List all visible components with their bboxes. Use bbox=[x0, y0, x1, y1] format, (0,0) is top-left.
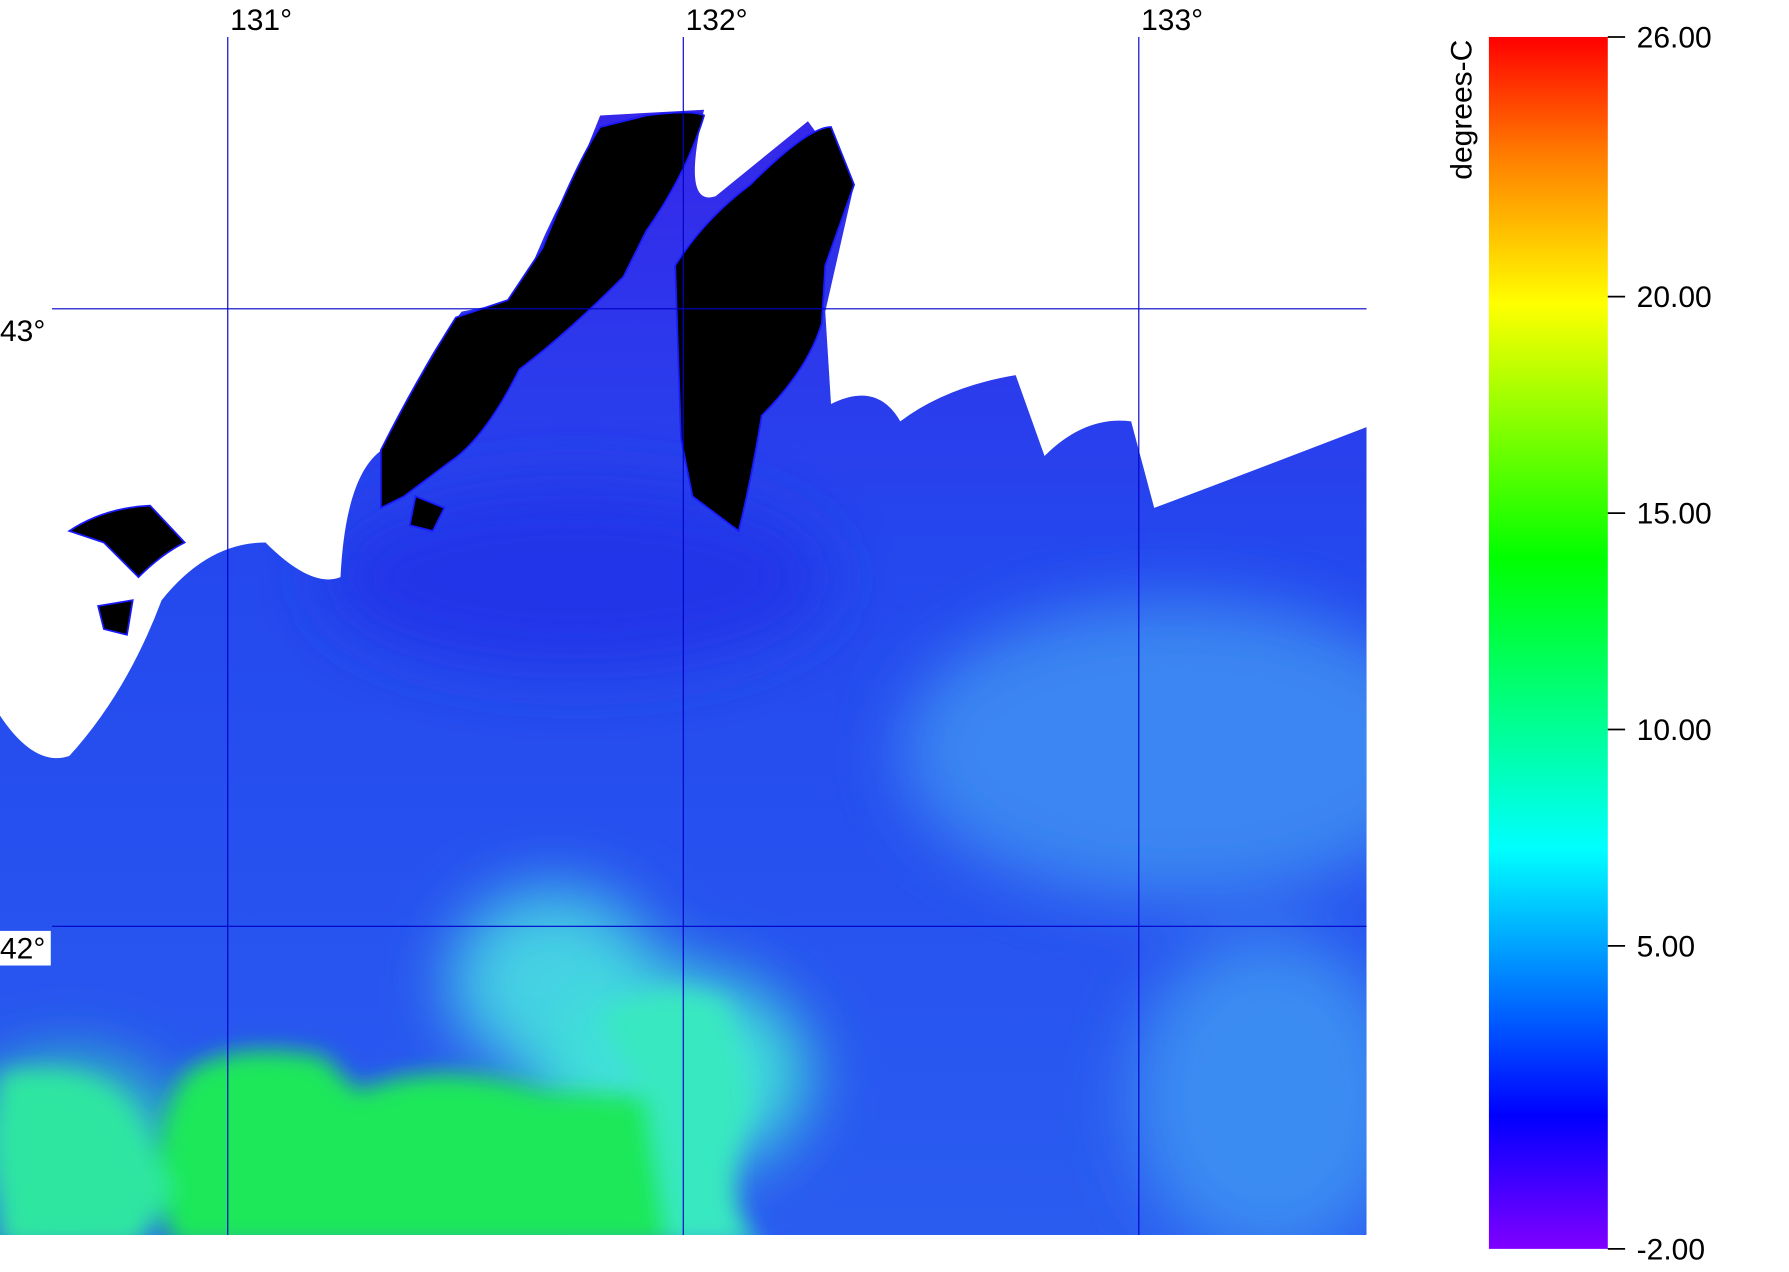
lat-label-bg bbox=[0, 313, 51, 349]
land-dark bbox=[67, 111, 856, 636]
lon-label: 132° bbox=[686, 4, 748, 37]
colorbar-tick-label: 5.00 bbox=[1637, 930, 1695, 963]
lat-label: 43° bbox=[0, 315, 45, 348]
colorbar-tick-label: 15.00 bbox=[1637, 497, 1712, 530]
colorbar-tick-label: 26.00 bbox=[1637, 21, 1712, 54]
colorbar-tick-label: -2.00 bbox=[1637, 1233, 1705, 1266]
lon-label: 133° bbox=[1141, 4, 1203, 37]
colorbar-tick-label: 20.00 bbox=[1637, 281, 1712, 314]
graticule: 131° 132° 133° 43° 42° bbox=[0, 4, 1367, 1236]
lat-label-bg bbox=[0, 930, 51, 966]
land bbox=[0, 0, 1367, 759]
warm-patch bbox=[0, 992, 753, 1236]
lon-label: 131° bbox=[230, 4, 292, 37]
sea-field bbox=[0, 0, 1367, 1236]
colorbar-label: degrees-C bbox=[1446, 40, 1479, 180]
lat-label: 42° bbox=[0, 933, 45, 966]
colorbar-tick-label: 10.00 bbox=[1637, 714, 1712, 747]
colorbar bbox=[1488, 36, 1608, 1249]
